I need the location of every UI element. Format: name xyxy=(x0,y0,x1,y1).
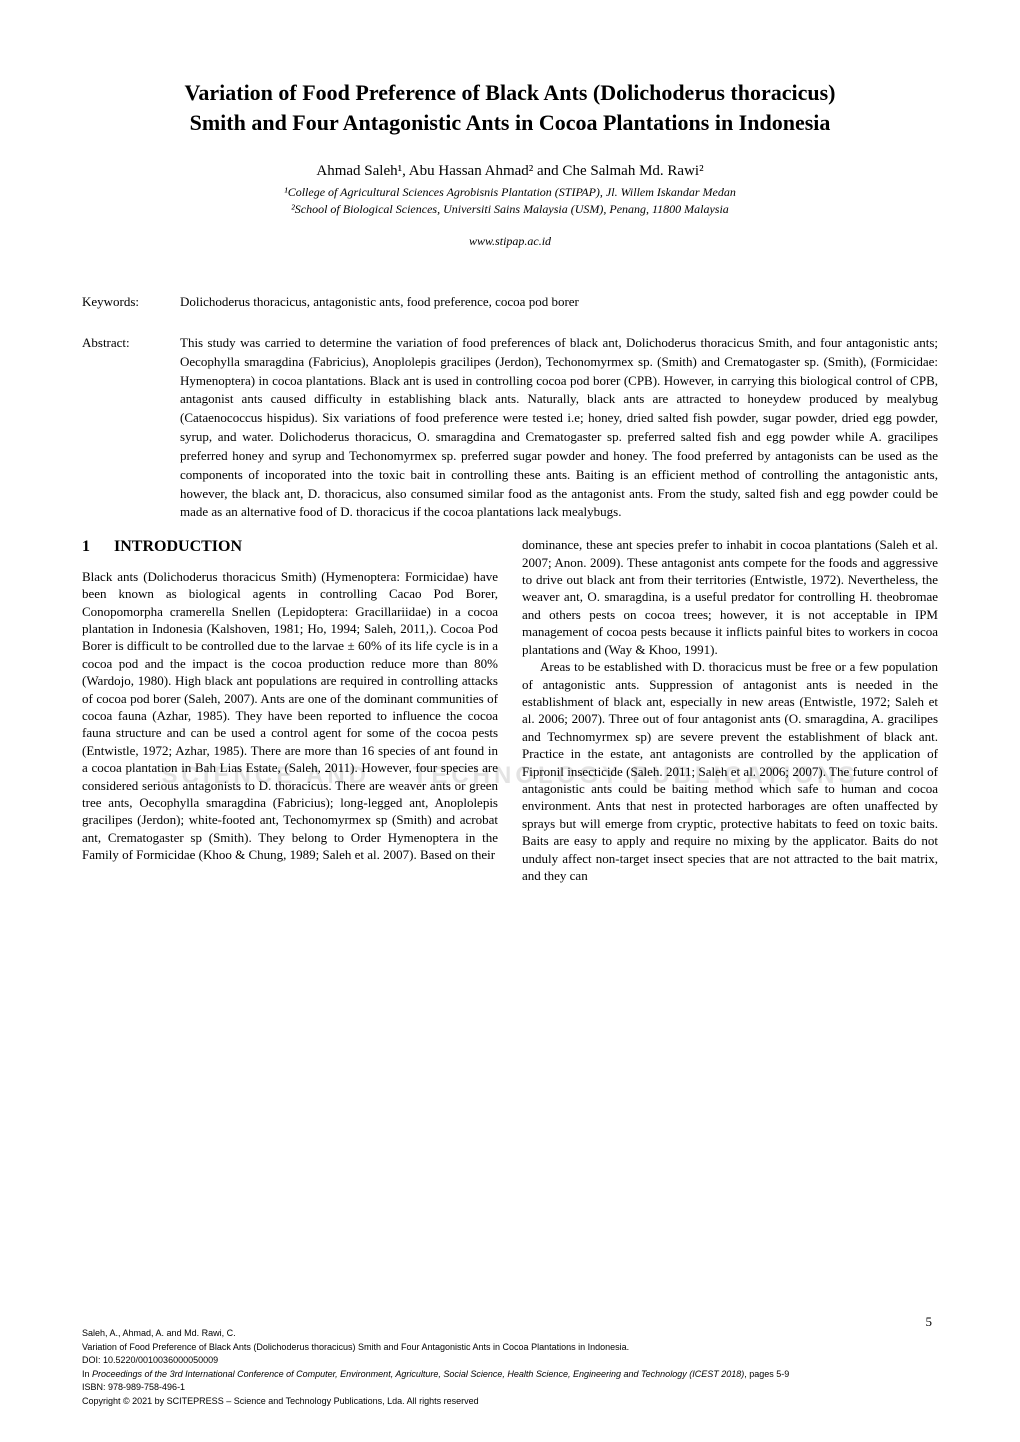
abstract-label: Abstract: xyxy=(82,334,180,522)
column-left: 1 INTRODUCTION Black ants (Dolichoderus … xyxy=(82,536,498,884)
section-1-heading: 1 INTRODUCTION xyxy=(82,536,498,557)
title-line-2: Smith and Four Antagonistic Ants in Coco… xyxy=(190,110,831,135)
footer-proc-post: , pages 5-9 xyxy=(744,1369,789,1379)
footer-doi: DOI: 10.5220/0010036000050009 xyxy=(82,1354,938,1368)
footer-proc-ital: Proceedings of the 3rd International Con… xyxy=(92,1369,744,1379)
title-line-1: Variation of Food Preference of Black An… xyxy=(185,80,836,105)
affiliation-1: ¹College of Agricultural Sciences Agrobi… xyxy=(82,184,938,201)
keywords-block: Keywords: Dolichoderus thoracicus, antag… xyxy=(82,293,938,312)
footer-title: Variation of Food Preference of Black An… xyxy=(82,1341,938,1355)
section-1-title: INTRODUCTION xyxy=(114,538,242,555)
site-url: www.stipap.ac.id xyxy=(82,234,938,249)
keywords-text: Dolichoderus thoracicus, antagonistic an… xyxy=(180,293,938,312)
section-1-number: 1 xyxy=(82,536,110,557)
affiliation-2: ²School of Biological Sciences, Universi… xyxy=(82,201,938,218)
col1-para-1: Black ants (Dolichoderus thoracicus Smit… xyxy=(82,568,498,864)
col2-para-2: Areas to be established with D. thoracic… xyxy=(522,658,938,884)
keywords-label: Keywords: xyxy=(82,293,180,312)
footer-block: Saleh, A., Ahmad, A. and Md. Rawi, C. Va… xyxy=(82,1321,938,1408)
footer-authors: Saleh, A., Ahmad, A. and Md. Rawi, C. xyxy=(82,1327,938,1341)
footer-proceedings: In Proceedings of the 3rd International … xyxy=(82,1368,938,1382)
body-columns: 1 INTRODUCTION Black ants (Dolichoderus … xyxy=(82,536,938,884)
footer-copyright: Copyright © 2021 by SCITEPRESS – Science… xyxy=(82,1395,938,1409)
abstract-text: This study was carried to determine the … xyxy=(180,334,938,522)
abstract-block: Abstract: This study was carried to dete… xyxy=(82,334,938,522)
column-right: dominance, these ant species prefer to i… xyxy=(522,536,938,884)
paper-title: Variation of Food Preference of Black An… xyxy=(82,78,938,137)
footer-proc-pre: In xyxy=(82,1369,92,1379)
footer-isbn: ISBN: 978-989-758-496-1 xyxy=(82,1381,938,1395)
authors: Ahmad Saleh¹, Abu Hassan Ahmad² and Che … xyxy=(82,163,938,180)
col2-para-1: dominance, these ant species prefer to i… xyxy=(522,536,938,658)
